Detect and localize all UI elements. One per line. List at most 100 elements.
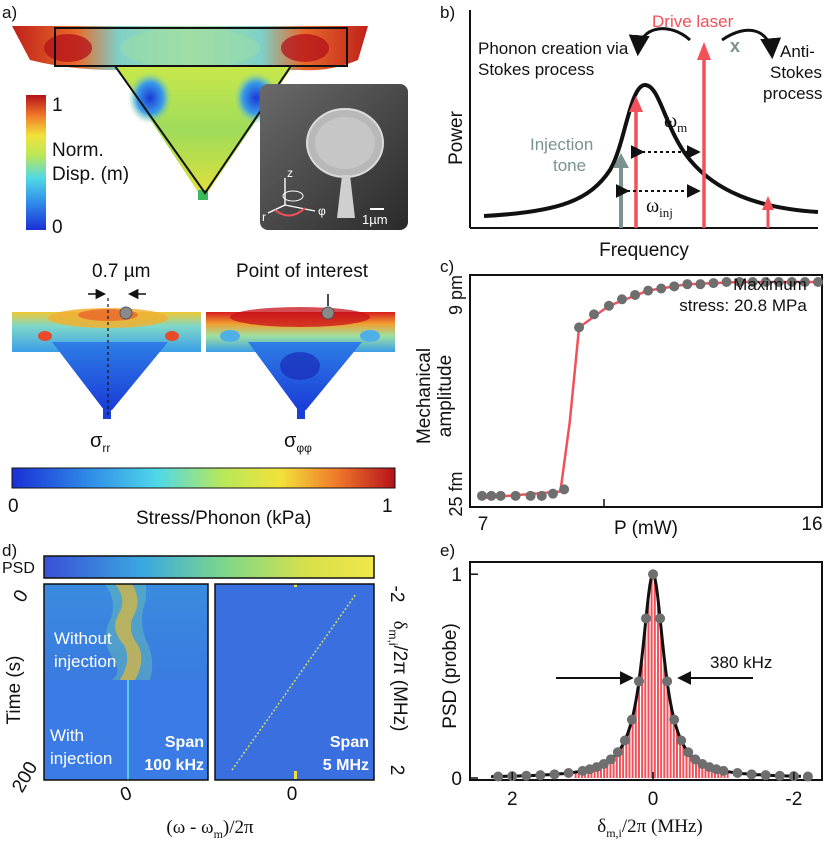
colorbar-min: 0: [52, 217, 63, 238]
panel-c-point: [617, 294, 627, 305]
panel-c-point: [656, 283, 667, 294]
psd-label: PSD: [2, 560, 35, 577]
panel-d-xtick-left: 0: [118, 783, 135, 806]
panel-c-point: [589, 309, 599, 320]
panel-c-point: [559, 484, 570, 495]
panel-e-ytick: 0: [451, 769, 462, 790]
sem-axis-z: z: [287, 166, 293, 180]
spectrogram-left: [43, 583, 209, 781]
panel-d-label: d): [2, 541, 17, 560]
stress-phiphi-map: [206, 294, 395, 419]
panel-c-xtick: 16: [801, 514, 822, 535]
panel-e-point: [641, 613, 651, 624]
panel-c-point: [695, 279, 706, 290]
with-injection-1: With: [50, 726, 84, 745]
panel-e-xtick: 2: [507, 789, 518, 810]
stress-bar-label: Stress/Phonon (kPa): [136, 508, 311, 529]
stress-bar-max: 1: [382, 496, 393, 517]
sem-scale-label: 1µm: [362, 212, 388, 227]
anti-stokes-label-1: Anti-: [780, 42, 815, 61]
panel-e-point: [676, 735, 687, 746]
panel-c-xtick: 7: [478, 514, 489, 535]
panel-c-point: [525, 490, 536, 501]
panel-e-xtick: 0: [648, 789, 659, 810]
anti-stokes-blocked-mark: x: [730, 36, 740, 56]
panel-e-point: [802, 771, 813, 782]
panel-e-point: [662, 676, 673, 687]
panel-c-point: [630, 289, 641, 300]
panel-c-point: [773, 277, 784, 287]
panel-d-right-label: δm,i/2π (MHz): [386, 621, 410, 732]
panel-c-point: [799, 277, 810, 287]
stress-rr-map: [12, 298, 201, 419]
panel-c-xlabel: P (mW): [614, 518, 678, 539]
panel-c-point: [495, 490, 506, 501]
drive-laser-label: Drive laser: [652, 12, 734, 31]
span1-label-2: 100 kHz: [144, 757, 204, 774]
panel-c-point: [510, 490, 521, 501]
panel-e-ytick: 1: [451, 565, 462, 586]
creation-label-1: Phonon creation via: [478, 39, 629, 58]
panel-e-point: [774, 770, 785, 781]
panel-e-point: [669, 714, 680, 725]
injection-label-2: tone: [553, 156, 586, 175]
panel-e-point: [655, 613, 666, 624]
panel-e-point: [683, 747, 694, 758]
without-injection-1: Without: [54, 629, 112, 648]
panel-d-ylabel: Time (s): [4, 656, 25, 725]
panel-d-xlabel: (ω - ωm)/2π: [166, 817, 254, 841]
panel-c-annotation-2: stress: 20.8 MPa: [679, 296, 807, 315]
panel-c-point: [708, 278, 719, 289]
colorbar-label-2: Disp. (m): [52, 164, 129, 185]
panel-c-chart: 7 16 P (mW) 9 pm 25 fm Mechanical amplitude: [414, 274, 823, 539]
span2-label-2: 5 MHz: [323, 757, 369, 774]
sem-axis-phi: φ: [318, 204, 326, 218]
panel-e-point: [760, 770, 771, 781]
panel-e-label: e): [440, 541, 455, 560]
psd-colorbar: [43, 555, 375, 579]
sigma-rr-label: σrr: [90, 430, 110, 455]
panel-e-point: [521, 770, 532, 781]
panel-c-annotation-1: Maximum: [733, 275, 807, 294]
panel-c-point: [734, 277, 745, 287]
panel-e-point: [648, 569, 659, 580]
panel-e-point: [718, 765, 729, 776]
panel-e-chart: 2 0 -2 0 1: [451, 561, 823, 810]
panel-b-label: b): [440, 3, 455, 22]
panel-c-frame: [469, 274, 823, 508]
without-injection-2: injection: [54, 652, 116, 671]
panel-e-point: [535, 770, 546, 781]
anti-stokes-label-2: Stokes: [770, 63, 822, 82]
panel-a-label: a): [2, 3, 17, 22]
time-tick-0: 0: [9, 586, 32, 606]
time-tick-200: 200: [8, 758, 42, 796]
panel-e-point: [605, 754, 616, 765]
panel-c-point: [813, 277, 823, 287]
panel-e-xlabel: δm,i/2π (MHz): [597, 816, 702, 840]
panel-e-point: [633, 676, 644, 687]
panel-c-ytick-high: 9 pm: [446, 275, 466, 315]
panel-e-point: [626, 714, 637, 725]
panel-c-ylabel-2: amplitude: [435, 355, 456, 437]
panel-e-xtick: -2: [785, 789, 802, 810]
stress-colorbar: [11, 467, 396, 489]
pedestal-outline: [113, 65, 293, 195]
panel-c-point: [477, 490, 487, 501]
stress-bar-min: 0: [8, 496, 19, 517]
panel-c-point: [603, 300, 614, 311]
omega-inj-label: ωinj: [646, 195, 673, 220]
panel-e-ylabel: PSD (probe): [440, 623, 461, 729]
colorbar-max: 1: [52, 95, 63, 116]
injection-label-1: Injection: [530, 135, 593, 154]
panel-b-diagram: [469, 10, 819, 229]
panel-e-point: [732, 768, 743, 779]
panel-c-point: [643, 285, 654, 296]
panel-c-point: [486, 490, 497, 501]
lorentzian-curve: [483, 82, 819, 218]
sem-inset: z r φ 1µm: [260, 84, 408, 230]
span2-label-1: Span: [330, 734, 369, 751]
panel-b-ylabel: Power: [446, 110, 467, 165]
panel-e-point: [746, 769, 757, 780]
spectrogram-right: [214, 583, 375, 781]
